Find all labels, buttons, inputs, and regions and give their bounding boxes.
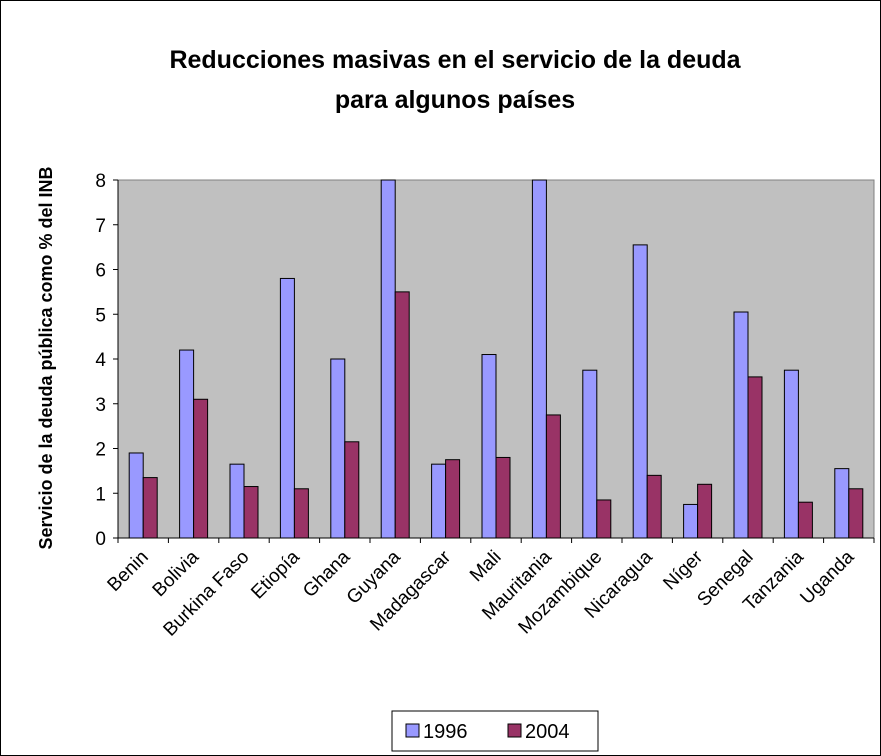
bar-2004-ghana bbox=[344, 441, 360, 539]
bar-2004-burkina-faso bbox=[243, 486, 259, 539]
bar-1996-benin bbox=[128, 452, 144, 539]
y-tick-label: 4 bbox=[95, 350, 106, 371]
y-tick-label: 8 bbox=[95, 171, 106, 192]
legend-swatch-2004 bbox=[507, 723, 522, 738]
legend-label-1996: 1996 bbox=[423, 721, 468, 743]
y-axis: 0 1 2 3 4 5 6 7 8 bbox=[95, 171, 119, 550]
bar-2004-etiopía bbox=[293, 488, 309, 539]
bar-1996-uganda bbox=[834, 468, 850, 539]
bar-1996-níger bbox=[683, 503, 699, 539]
legend-label-2004: 2004 bbox=[525, 721, 570, 743]
y-tick-label: 0 bbox=[95, 529, 106, 550]
bar-1996-nicaragua bbox=[632, 244, 648, 539]
bar-1996-etiopía bbox=[279, 277, 295, 539]
bar-1996-ghana bbox=[330, 358, 346, 539]
y-tick-label: 6 bbox=[95, 261, 106, 282]
chart-title-line1: Reducciones masivas en el servicio de la… bbox=[169, 46, 741, 74]
legend: 1996 2004 bbox=[391, 710, 599, 752]
chart-title-line2: para algunos países bbox=[335, 86, 575, 114]
bar-1996-senegal bbox=[733, 311, 749, 539]
bar-1996-guyana bbox=[380, 179, 396, 539]
bar-1996-burkina-faso bbox=[229, 463, 245, 539]
bar-1996-madagascar bbox=[431, 463, 447, 539]
legend-swatch-1996 bbox=[405, 723, 420, 738]
bars-group bbox=[128, 179, 864, 539]
bar-1996-mali bbox=[481, 354, 497, 539]
legend-box bbox=[391, 710, 599, 752]
y-tick-label: 3 bbox=[95, 395, 106, 416]
bar-2004-senegal bbox=[747, 376, 763, 539]
bar-1996-bolivia bbox=[179, 349, 195, 539]
bar-2004-benin bbox=[142, 477, 158, 539]
y-tick-label: 2 bbox=[95, 440, 106, 461]
y-axis-label: Servicio de la deuda pública como % del … bbox=[36, 166, 56, 549]
bar-2004-mali bbox=[495, 456, 511, 539]
bar-2004-mozambique bbox=[596, 499, 612, 539]
bar-2004-guyana bbox=[394, 291, 410, 539]
bar-2004-níger bbox=[697, 483, 713, 539]
y-tick-label: 1 bbox=[95, 484, 106, 505]
bar-2004-tanzania bbox=[797, 501, 813, 539]
bar-2004-nicaragua bbox=[646, 474, 662, 539]
bar-2004-mauritania bbox=[545, 414, 561, 539]
y-tick-label: 5 bbox=[95, 305, 106, 326]
bar-1996-mozambique bbox=[582, 369, 598, 539]
bar-2004-uganda bbox=[848, 488, 864, 539]
bar-2004-madagascar bbox=[445, 459, 461, 539]
bar-1996-tanzania bbox=[783, 369, 799, 539]
bar-2004-bolivia bbox=[193, 398, 209, 539]
bar-1996-mauritania bbox=[531, 179, 547, 539]
y-tick-label: 7 bbox=[95, 216, 106, 237]
